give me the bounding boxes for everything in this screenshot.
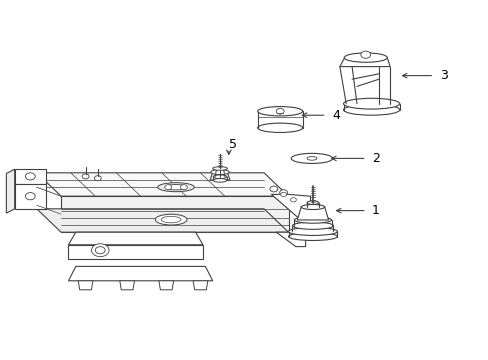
Ellipse shape (288, 228, 337, 235)
Circle shape (280, 192, 286, 197)
Polygon shape (37, 209, 288, 232)
Ellipse shape (343, 98, 399, 109)
Circle shape (360, 51, 370, 58)
Text: 1: 1 (371, 204, 379, 217)
Circle shape (25, 193, 35, 200)
Ellipse shape (344, 53, 386, 62)
Ellipse shape (306, 157, 316, 160)
Text: 4: 4 (332, 109, 340, 122)
Circle shape (180, 185, 187, 190)
Ellipse shape (301, 204, 324, 210)
Ellipse shape (257, 123, 302, 132)
Polygon shape (159, 281, 173, 290)
Ellipse shape (212, 167, 227, 170)
Circle shape (276, 108, 284, 114)
Ellipse shape (210, 170, 229, 175)
Circle shape (82, 174, 89, 179)
Circle shape (91, 244, 109, 257)
Text: 3: 3 (439, 69, 447, 82)
Circle shape (279, 190, 287, 195)
Ellipse shape (164, 185, 186, 190)
Ellipse shape (288, 233, 337, 240)
Ellipse shape (161, 216, 181, 223)
Polygon shape (271, 194, 310, 218)
Ellipse shape (257, 107, 302, 116)
Polygon shape (120, 281, 134, 290)
Polygon shape (6, 169, 15, 213)
Polygon shape (68, 266, 212, 281)
Text: 5: 5 (228, 138, 236, 150)
Ellipse shape (343, 104, 399, 115)
Ellipse shape (213, 175, 226, 179)
Polygon shape (210, 172, 229, 180)
Ellipse shape (292, 222, 333, 229)
Circle shape (94, 176, 101, 181)
Polygon shape (15, 184, 46, 209)
Ellipse shape (155, 214, 186, 225)
Circle shape (269, 186, 277, 192)
Polygon shape (61, 196, 288, 232)
Polygon shape (15, 169, 46, 184)
Ellipse shape (213, 179, 226, 182)
Ellipse shape (306, 201, 318, 204)
Polygon shape (193, 281, 207, 290)
Circle shape (164, 185, 171, 190)
Polygon shape (68, 245, 203, 259)
Polygon shape (37, 173, 288, 196)
Polygon shape (68, 232, 203, 245)
Ellipse shape (290, 153, 332, 163)
Ellipse shape (157, 183, 194, 192)
Polygon shape (297, 207, 328, 220)
Circle shape (290, 198, 296, 202)
Polygon shape (339, 58, 389, 67)
Circle shape (95, 247, 105, 254)
Text: 2: 2 (372, 152, 380, 165)
Ellipse shape (294, 217, 331, 223)
Polygon shape (276, 232, 305, 247)
Circle shape (25, 173, 35, 180)
Polygon shape (78, 281, 93, 290)
